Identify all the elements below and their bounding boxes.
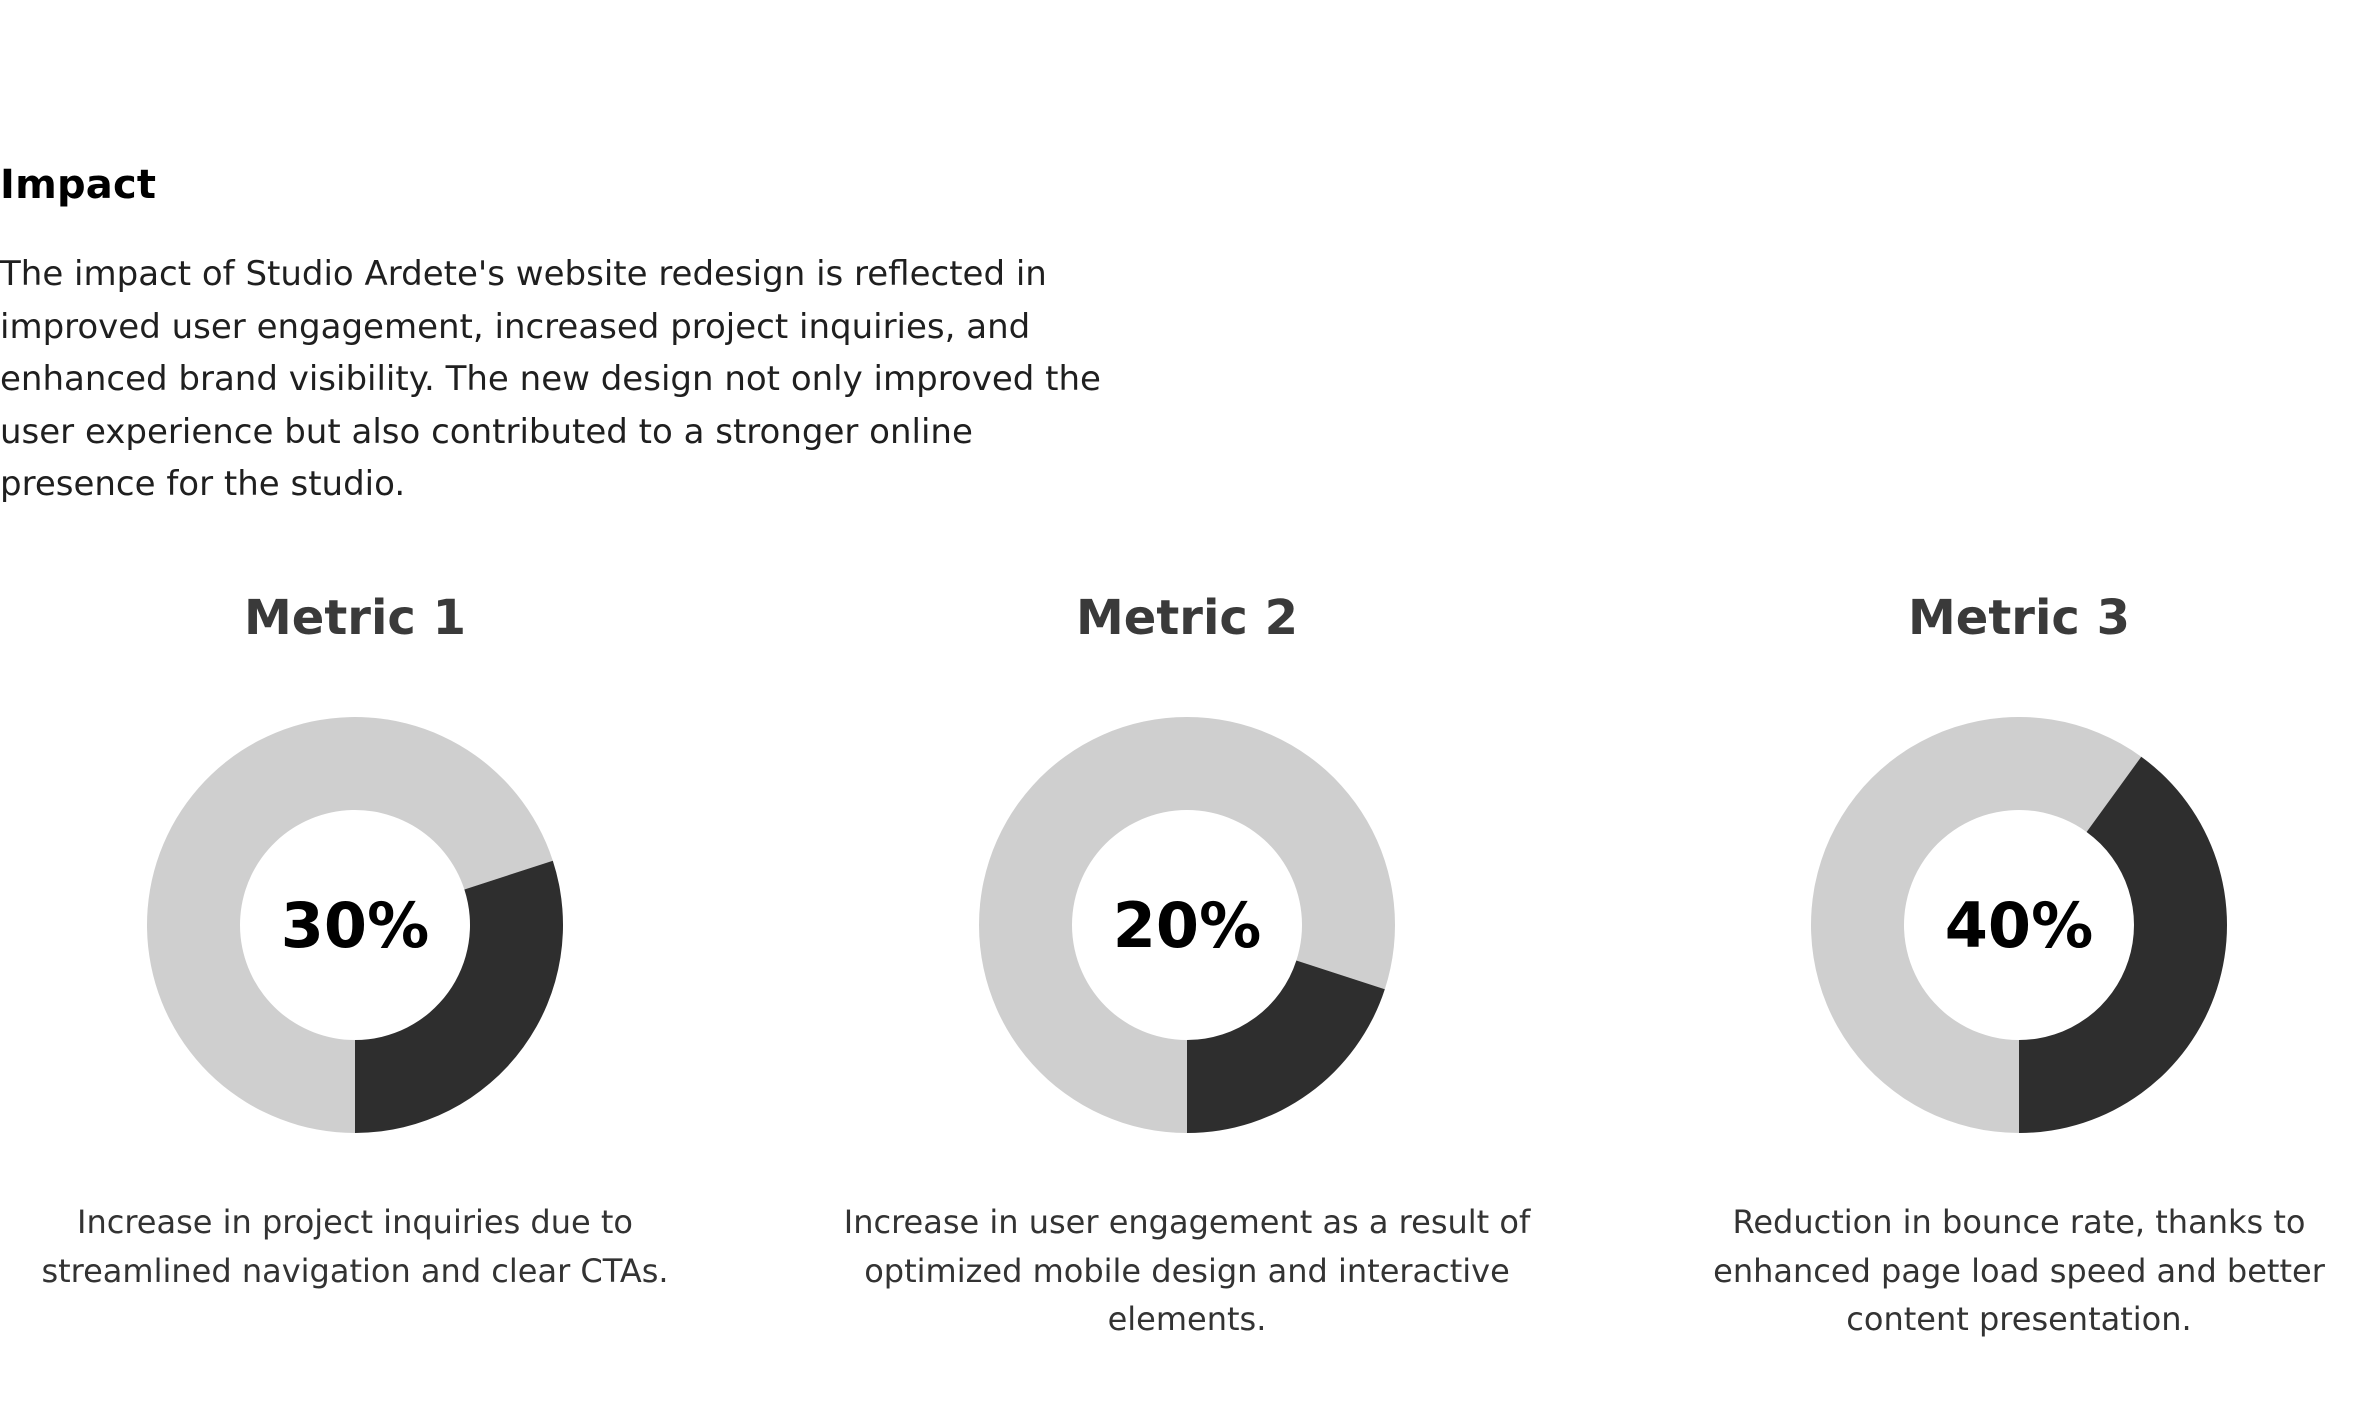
donut-slice-remaining — [1811, 717, 2142, 1133]
section-body: The impact of Studio Ardete's website re… — [0, 254, 1101, 504]
donut-chart-svg — [1811, 717, 2227, 1133]
donut-center-label: 20% — [1112, 888, 1262, 962]
metric-card-3: Metric 3 40% Reduction in bounce rate, t… — [1669, 590, 2360, 1350]
donut-slice-remaining — [979, 717, 1395, 1133]
metric-description: Reduction in bounce rate, thanks to enha… — [1713, 1203, 2325, 1338]
donut-slice-value — [2019, 756, 2227, 1133]
donut-chart: 40% — [1811, 717, 2227, 1133]
metric-card-1: Metric 1 30% Increase in project inquiri… — [5, 590, 705, 1350]
metric-title: Metric 1 — [244, 590, 466, 646]
donut-chart: 30% — [147, 717, 563, 1133]
section-title: Impact — [0, 162, 157, 208]
donut-chart: 20% — [979, 717, 1395, 1133]
metrics-row: Metric 1 30% Increase in project inquiri… — [0, 590, 2360, 1350]
donut-center-label: 40% — [1944, 888, 2094, 962]
donut-chart-svg — [979, 717, 1395, 1133]
donut-chart-svg — [147, 717, 563, 1133]
donut-center-label: 30% — [280, 888, 430, 962]
metric-description: Increase in project inquiries due to str… — [41, 1203, 669, 1290]
metric-title: Metric 2 — [1076, 590, 1298, 646]
metric-description: Increase in user engagement as a result … — [843, 1203, 1531, 1338]
donut-slice-remaining — [147, 717, 553, 1133]
donut-slice-value — [355, 860, 563, 1133]
metric-title: Metric 3 — [1908, 590, 2130, 646]
metric-card-2: Metric 2 20% Increase in user engagement… — [837, 590, 1537, 1350]
donut-slice-value — [1187, 960, 1385, 1133]
